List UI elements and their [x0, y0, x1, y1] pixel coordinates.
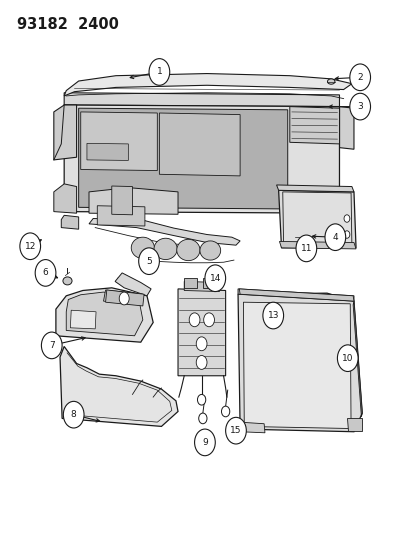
Text: 13: 13 [267, 311, 278, 320]
Polygon shape [184, 281, 219, 292]
Text: 9: 9 [202, 438, 207, 447]
Circle shape [221, 406, 229, 417]
Text: 11: 11 [300, 244, 311, 253]
Ellipse shape [63, 277, 72, 285]
Text: 1: 1 [156, 68, 162, 76]
Polygon shape [97, 206, 145, 226]
Polygon shape [276, 185, 353, 192]
Text: 6: 6 [43, 269, 48, 277]
Circle shape [225, 417, 246, 444]
Polygon shape [178, 289, 225, 376]
Polygon shape [87, 143, 128, 160]
Polygon shape [159, 113, 240, 176]
Polygon shape [64, 74, 351, 96]
Text: 14: 14 [209, 274, 221, 282]
Polygon shape [54, 105, 76, 160]
Circle shape [349, 93, 370, 120]
Circle shape [324, 224, 345, 251]
Circle shape [63, 401, 84, 428]
Text: 2: 2 [356, 73, 362, 82]
Circle shape [343, 231, 349, 238]
Circle shape [41, 332, 62, 359]
Polygon shape [237, 293, 361, 432]
Polygon shape [239, 289, 353, 301]
Polygon shape [89, 188, 178, 214]
Polygon shape [279, 241, 355, 249]
Circle shape [262, 302, 283, 329]
Polygon shape [78, 108, 287, 209]
Circle shape [343, 215, 349, 222]
Polygon shape [239, 422, 264, 433]
Text: 93182  2400: 93182 2400 [17, 17, 118, 32]
Polygon shape [352, 301, 361, 417]
Circle shape [189, 313, 199, 327]
Ellipse shape [343, 336, 349, 342]
Text: 7: 7 [49, 341, 55, 350]
Ellipse shape [176, 239, 199, 261]
Circle shape [295, 235, 316, 262]
Polygon shape [64, 105, 339, 213]
Ellipse shape [131, 237, 154, 259]
Circle shape [204, 265, 225, 292]
Circle shape [196, 337, 206, 351]
Polygon shape [64, 93, 339, 107]
Text: 15: 15 [230, 426, 241, 435]
Text: 10: 10 [341, 354, 353, 362]
Polygon shape [346, 418, 361, 431]
Circle shape [20, 233, 40, 260]
Polygon shape [115, 273, 151, 296]
Polygon shape [237, 289, 353, 301]
Circle shape [197, 394, 205, 405]
Polygon shape [339, 107, 353, 149]
Circle shape [68, 409, 76, 420]
Polygon shape [202, 278, 216, 288]
Polygon shape [289, 107, 339, 144]
Polygon shape [60, 346, 178, 426]
Polygon shape [70, 310, 96, 329]
Circle shape [349, 64, 370, 91]
Text: 4: 4 [332, 233, 337, 241]
Circle shape [119, 292, 129, 305]
Polygon shape [105, 290, 144, 306]
Polygon shape [112, 186, 132, 215]
Ellipse shape [154, 238, 177, 260]
Circle shape [138, 248, 159, 274]
Polygon shape [103, 290, 142, 305]
Ellipse shape [199, 241, 220, 260]
Polygon shape [56, 288, 153, 342]
Polygon shape [184, 278, 197, 288]
Polygon shape [278, 190, 355, 248]
Text: 8: 8 [71, 410, 76, 419]
Text: 5: 5 [146, 257, 152, 265]
Polygon shape [81, 112, 157, 171]
Circle shape [337, 345, 357, 372]
Circle shape [35, 260, 56, 286]
Circle shape [194, 429, 215, 456]
Text: 12: 12 [24, 242, 36, 251]
Circle shape [198, 413, 206, 424]
Polygon shape [243, 302, 350, 429]
Ellipse shape [294, 235, 301, 240]
Ellipse shape [327, 79, 334, 84]
Polygon shape [89, 219, 240, 245]
Text: 3: 3 [356, 102, 362, 111]
Polygon shape [54, 184, 76, 213]
Circle shape [196, 356, 206, 369]
Polygon shape [66, 292, 142, 336]
Circle shape [203, 313, 214, 327]
Circle shape [149, 59, 169, 85]
Polygon shape [61, 215, 78, 229]
Polygon shape [282, 192, 351, 246]
